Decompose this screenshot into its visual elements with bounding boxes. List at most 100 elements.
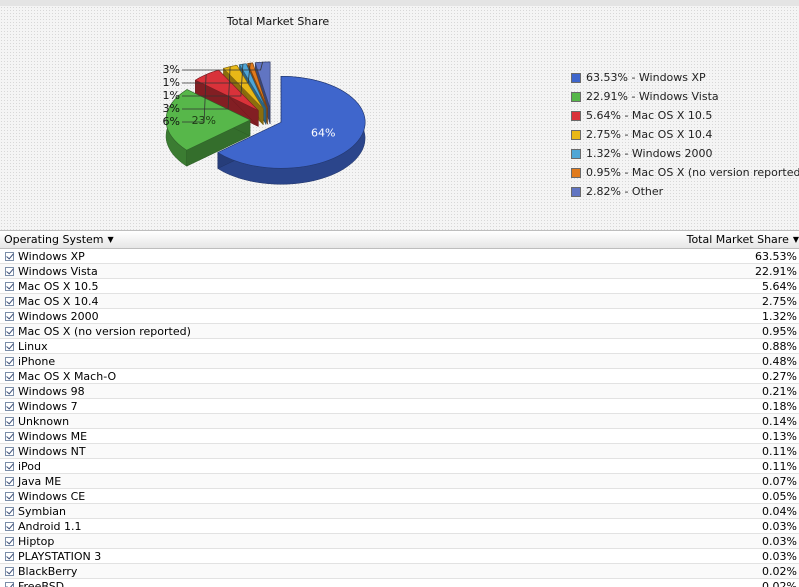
row-label-group: Windows Vista: [5, 265, 98, 278]
checkbox-checked-icon[interactable]: [5, 386, 14, 396]
os-name: Windows CE: [18, 489, 86, 503]
table-row: Mac OS X Mach-O 0.27%: [0, 369, 799, 384]
table-row: Unknown 0.14%: [0, 414, 799, 429]
market-share-value: 0.11%: [762, 459, 797, 473]
market-share-value: 0.07%: [762, 474, 797, 488]
col-header-total-market-share-label: Total Market Share: [686, 233, 789, 246]
os-name: Windows 7: [18, 399, 78, 413]
legend-item: 63.53% - Windows XP: [571, 68, 799, 87]
market-share-value: 0.11%: [762, 444, 797, 458]
checkbox-checked-icon[interactable]: [5, 491, 14, 501]
checkbox-checked-icon[interactable]: [5, 356, 14, 366]
row-label-group: Windows ME: [5, 430, 87, 443]
row-label-group: Mac OS X 10.5: [5, 280, 98, 293]
checkbox-checked-icon[interactable]: [5, 266, 14, 276]
checkbox-checked-icon[interactable]: [5, 251, 14, 261]
checkbox-checked-icon[interactable]: [5, 281, 14, 291]
table-header: Operating System ▼ Total Market Share ▼: [0, 230, 799, 249]
row-label-group: Unknown: [5, 415, 69, 428]
market-share-value: 0.18%: [762, 399, 797, 413]
col-header-operating-system-label: Operating System: [4, 233, 104, 246]
table-row: Windows 98 0.21%: [0, 384, 799, 399]
checkbox-checked-icon[interactable]: [5, 581, 14, 587]
os-name: Windows XP: [18, 249, 85, 263]
table-row: Java ME 0.07%: [0, 474, 799, 489]
checkbox-checked-icon[interactable]: [5, 401, 14, 411]
checkbox-checked-icon[interactable]: [5, 416, 14, 426]
pie-leader-line: [182, 66, 231, 110]
os-name: iPod: [18, 459, 42, 473]
os-name: BlackBerry: [18, 564, 78, 578]
os-name: FreeBSD: [18, 579, 65, 587]
legend-label: 2.82% - Other: [586, 185, 664, 198]
legend-label: 1.32% - Windows 2000: [586, 147, 713, 160]
pie-leader-line: [182, 62, 263, 71]
checkbox-checked-icon[interactable]: [5, 461, 14, 471]
checkbox-checked-icon[interactable]: [5, 566, 14, 576]
row-label-group: Windows 2000: [5, 310, 99, 323]
col-header-operating-system[interactable]: Operating System ▼: [4, 233, 114, 246]
legend-item: 0.95% - Mac OS X (no version reported): [571, 163, 799, 182]
os-name: Mac OS X 10.5: [18, 279, 99, 293]
os-name: Symbian: [18, 504, 66, 518]
legend-item: 2.75% - Mac OS X 10.4: [571, 125, 799, 144]
table-row: Windows NT 0.11%: [0, 444, 799, 459]
row-label-group: Windows 7: [5, 400, 78, 413]
checkbox-checked-icon[interactable]: [5, 521, 14, 531]
pie-label-outer: 1%: [163, 76, 180, 89]
legend-swatch: [571, 186, 581, 197]
chart-panel: Total Market Share 64% 23% 3% 1% 1% 3% 6% 63.5…: [0, 0, 799, 230]
row-label-group: iPhone: [5, 355, 55, 368]
checkbox-checked-icon[interactable]: [5, 311, 14, 321]
os-name: Mac OS X 10.4: [18, 294, 99, 308]
row-label-group: FreeBSD: [5, 580, 64, 587]
market-share-value: 0.02%: [762, 579, 797, 587]
checkbox-checked-icon[interactable]: [5, 536, 14, 546]
legend-swatch: [571, 72, 581, 83]
checkbox-checked-icon[interactable]: [5, 296, 14, 306]
row-label-group: Windows CE: [5, 490, 85, 503]
table-row: BlackBerry 0.02%: [0, 564, 799, 579]
os-name: Windows NT: [18, 444, 86, 458]
checkbox-checked-icon[interactable]: [5, 341, 14, 351]
row-label-group: Hiptop: [5, 535, 54, 548]
chart-legend: 63.53% - Windows XP 22.91% - Windows Vist…: [571, 68, 799, 201]
checkbox-checked-icon[interactable]: [5, 446, 14, 456]
os-name: Android 1.1: [18, 519, 82, 533]
table-row: iPhone 0.48%: [0, 354, 799, 369]
table-row: FreeBSD 0.02%: [0, 579, 799, 587]
pie-label-outer: 6%: [163, 115, 180, 128]
pie-leader-line: [182, 64, 244, 97]
row-label-group: PLAYSTATION 3: [5, 550, 101, 563]
legend-label: 2.75% - Mac OS X 10.4: [586, 128, 713, 141]
table-row: Windows CE 0.05%: [0, 489, 799, 504]
market-share-value: 22.91%: [755, 264, 797, 278]
checkbox-checked-icon[interactable]: [5, 506, 14, 516]
row-label-group: Mac OS X 10.4: [5, 295, 98, 308]
os-name: Mac OS X (no version reported): [18, 324, 191, 338]
os-name: Windows ME: [18, 429, 88, 443]
checkbox-checked-icon[interactable]: [5, 371, 14, 381]
checkbox-checked-icon[interactable]: [5, 476, 14, 486]
legend-label: 5.64% - Mac OS X 10.5: [586, 109, 713, 122]
pie-label-outer: 3%: [163, 63, 180, 76]
table-row: Android 1.1 0.03%: [0, 519, 799, 534]
legend-label: 63.53% - Windows XP: [586, 71, 706, 84]
legend-item: 2.82% - Other: [571, 182, 799, 201]
os-name: Windows 98: [18, 384, 85, 398]
table-row: Windows ME 0.13%: [0, 429, 799, 444]
market-share-value: 0.05%: [762, 489, 797, 503]
sort-down-icon: ▼: [107, 235, 114, 244]
legend-swatch: [571, 148, 581, 159]
row-label-group: Java ME: [5, 475, 61, 488]
checkbox-checked-icon[interactable]: [5, 326, 14, 336]
row-label-group: Windows XP: [5, 250, 85, 263]
pie-chart: 64%23%3%1%1%3%6%: [163, 61, 366, 185]
table-row: Mac OS X 10.5 5.64%: [0, 279, 799, 294]
checkbox-checked-icon[interactable]: [5, 551, 14, 561]
row-label-group: Android 1.1: [5, 520, 82, 533]
col-header-total-market-share[interactable]: Total Market Share ▼: [687, 233, 799, 246]
market-share-value: 0.13%: [762, 429, 797, 443]
os-name: Linux: [18, 339, 48, 353]
checkbox-checked-icon[interactable]: [5, 431, 14, 441]
